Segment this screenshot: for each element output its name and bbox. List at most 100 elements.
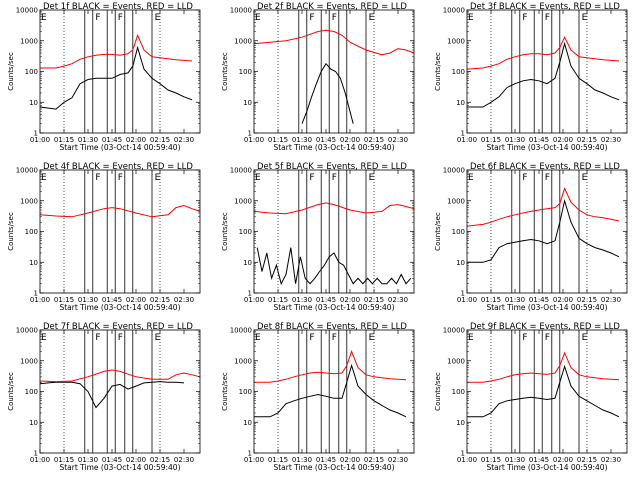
y-axis-label: Counts/sec xyxy=(434,212,442,251)
events-series-line xyxy=(254,363,407,418)
y-tick-label: 100 xyxy=(25,228,38,236)
y-tick-label: 100 xyxy=(452,228,465,236)
y-tick-label: 1 xyxy=(34,290,38,298)
x-tick-label: 02:30 xyxy=(174,456,194,464)
y-tick-label: 10 xyxy=(29,99,38,107)
interval-marker: E xyxy=(255,333,261,343)
x-tick-label: 02:00 xyxy=(553,136,573,144)
events-series-line xyxy=(39,381,185,409)
x-tick-label: 02:30 xyxy=(388,456,408,464)
chart-title: Det 1f BLACK = Events, RED = LLD xyxy=(43,2,193,12)
interval-marker: F xyxy=(332,13,337,23)
x-tick-label: 02:00 xyxy=(340,296,360,304)
x-tick-label: 01:30 xyxy=(292,456,312,464)
lld-series-line xyxy=(39,204,201,218)
x-tick-label: 01:45 xyxy=(102,296,122,304)
x-tick-label: 01:30 xyxy=(78,136,98,144)
interval-marker: E xyxy=(255,13,261,23)
y-tick-label: 10 xyxy=(456,259,465,267)
y-tick-label: 1 xyxy=(461,130,465,138)
y-tick-label: 1 xyxy=(248,450,252,458)
x-tick-label: 02:15 xyxy=(150,296,170,304)
x-tick-label: 02:30 xyxy=(388,136,408,144)
x-tick-label: 01:45 xyxy=(316,296,336,304)
y-axis-label: Counts/sec xyxy=(7,52,15,91)
lld-series-line xyxy=(466,187,620,227)
chart-title: Det 3f BLACK = Events, RED = LLD xyxy=(470,2,620,12)
events-series-line xyxy=(467,41,620,108)
x-axis-label: Start Time (03-Oct-14 00:59:40) xyxy=(486,303,607,312)
x-tick-label: 01:45 xyxy=(529,136,549,144)
x-tick-label: 02:00 xyxy=(126,456,146,464)
lld-series-line xyxy=(40,33,193,69)
interval-marker: E xyxy=(582,173,588,183)
x-tick-label: 02:15 xyxy=(150,456,170,464)
y-tick-label: 1 xyxy=(461,290,465,298)
interval-marker: E xyxy=(155,333,161,343)
y-tick-label: 10000 xyxy=(230,7,252,15)
y-tick-label: 10000 xyxy=(443,167,465,175)
y-tick-label: 100 xyxy=(239,228,252,236)
interval-marker: E xyxy=(369,173,375,183)
y-tick-label: 1000 xyxy=(234,197,252,205)
interval-marker: E xyxy=(468,173,474,183)
x-axis-label: Start Time (03-Oct-14 00:59:40) xyxy=(59,463,180,472)
y-tick-label: 10000 xyxy=(16,167,38,175)
y-tick-label: 1 xyxy=(461,450,465,458)
x-tick-label: 02:30 xyxy=(174,296,194,304)
y-tick-label: 1 xyxy=(248,130,252,138)
y-tick-label: 10000 xyxy=(443,327,465,335)
y-tick-label: 100 xyxy=(452,388,465,396)
events-series-line xyxy=(256,247,412,286)
y-tick-label: 10000 xyxy=(443,7,465,15)
y-tick-label: 1000 xyxy=(20,197,38,205)
x-tick-label: 02:00 xyxy=(126,296,146,304)
interval-marker: F xyxy=(545,13,550,23)
x-tick-label: 01:00 xyxy=(457,456,477,464)
x-tick-label: 01:45 xyxy=(102,136,122,144)
y-tick-label: 100 xyxy=(25,68,38,76)
interval-marker: E xyxy=(41,173,47,183)
interval-marker: F xyxy=(522,13,527,23)
y-axis-label: Counts/sec xyxy=(434,52,442,91)
y-tick-label: 10000 xyxy=(230,167,252,175)
interval-marker: F xyxy=(309,173,314,183)
x-tick-label: 01:00 xyxy=(457,296,477,304)
lld-series-line xyxy=(466,36,620,70)
y-tick-label: 10 xyxy=(456,419,465,427)
x-tick-label: 01:00 xyxy=(30,296,50,304)
x-tick-label: 02:00 xyxy=(126,136,146,144)
x-tick-label: 01:15 xyxy=(481,136,501,144)
interval-marker: F xyxy=(545,173,550,183)
x-axis-label: Start Time (03-Oct-14 00:59:40) xyxy=(273,143,394,152)
y-tick-label: 10 xyxy=(243,259,252,267)
x-tick-label: 02:15 xyxy=(577,136,597,144)
lld-series-line xyxy=(467,351,620,383)
events-series-line xyxy=(301,62,354,124)
x-tick-label: 02:15 xyxy=(364,456,384,464)
x-tick-label: 01:45 xyxy=(529,296,549,304)
interval-marker: E xyxy=(41,333,47,343)
interval-marker: E xyxy=(582,333,588,343)
lld-series-line xyxy=(254,350,407,383)
x-tick-label: 02:00 xyxy=(553,456,573,464)
x-tick-label: 02:30 xyxy=(388,296,408,304)
y-tick-label: 10 xyxy=(243,99,252,107)
x-tick-label: 01:15 xyxy=(268,296,288,304)
x-tick-label: 01:30 xyxy=(505,136,525,144)
x-axis-label: Start Time (03-Oct-14 00:59:40) xyxy=(59,143,180,152)
x-tick-label: 01:15 xyxy=(54,136,74,144)
x-tick-label: 02:30 xyxy=(601,296,621,304)
interval-marker: E xyxy=(155,173,161,183)
x-axis-label: Start Time (03-Oct-14 00:59:40) xyxy=(273,463,394,472)
y-axis-label: Counts/sec xyxy=(7,212,15,251)
interval-marker: E xyxy=(41,13,47,23)
chart-title: Det 8f BLACK = Events, RED = LLD xyxy=(257,322,407,332)
x-tick-label: 01:00 xyxy=(244,136,264,144)
x-tick-label: 01:30 xyxy=(505,456,525,464)
